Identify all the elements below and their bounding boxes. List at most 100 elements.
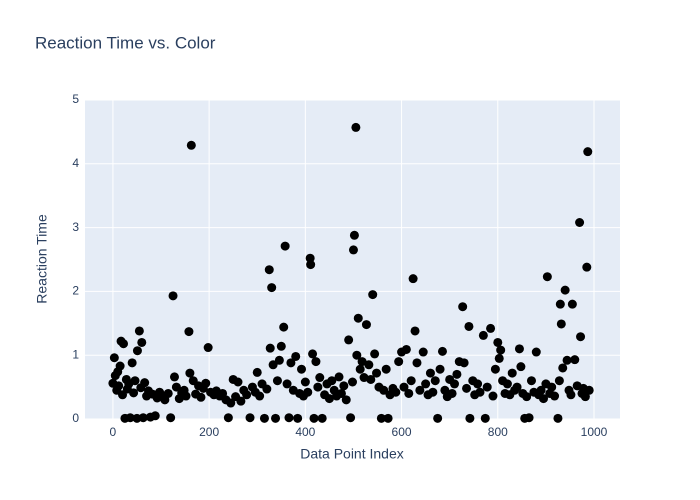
marker <box>555 299 565 309</box>
marker <box>490 364 500 374</box>
marker <box>203 343 213 353</box>
marker <box>449 379 459 389</box>
marker <box>418 347 428 357</box>
marker <box>550 391 560 401</box>
marker <box>317 413 327 423</box>
marker <box>348 377 357 387</box>
y-tick-label: 2 <box>72 284 79 298</box>
marker <box>465 413 475 423</box>
marker <box>336 388 346 398</box>
marker <box>516 362 526 372</box>
x-tick-label: 0 <box>110 425 117 439</box>
marker <box>308 349 318 359</box>
marker <box>132 346 142 356</box>
marker <box>391 387 401 397</box>
marker <box>284 413 294 423</box>
marker <box>553 413 563 423</box>
marker <box>531 347 541 357</box>
marker <box>300 377 310 387</box>
marker <box>201 378 211 388</box>
marker <box>313 382 323 392</box>
marker <box>327 376 337 386</box>
marker <box>364 360 374 370</box>
marker <box>226 398 236 408</box>
marker <box>379 385 389 395</box>
marker <box>171 382 181 392</box>
marker <box>482 382 492 392</box>
marker <box>421 379 431 389</box>
y-tick-label: 3 <box>72 220 79 234</box>
marker <box>109 353 119 363</box>
x-tick-label: 400 <box>295 425 315 439</box>
marker <box>486 323 496 333</box>
y-tick-label: 5 <box>72 92 79 106</box>
marker <box>169 372 179 382</box>
grid <box>85 99 620 420</box>
marker <box>368 290 378 300</box>
marker <box>473 379 483 389</box>
marker <box>512 382 522 392</box>
y-tick-label: 4 <box>72 156 79 170</box>
marker <box>233 377 243 387</box>
marker <box>264 265 274 275</box>
marker <box>223 413 233 423</box>
marker <box>279 322 289 332</box>
marker <box>566 390 576 400</box>
marker <box>401 344 411 354</box>
marker <box>425 368 435 378</box>
marker <box>458 302 468 312</box>
plot-area <box>85 100 620 419</box>
marker <box>353 313 363 323</box>
marker <box>394 357 404 367</box>
marker <box>303 387 313 397</box>
marker <box>196 392 206 402</box>
marker <box>309 413 319 423</box>
marker <box>464 321 474 331</box>
marker <box>526 376 536 386</box>
marker <box>267 283 277 293</box>
x-tick-label: 600 <box>392 425 412 439</box>
x-axis-title: Data Point Index <box>300 446 404 462</box>
marker <box>408 274 418 284</box>
marker <box>137 337 147 347</box>
marker <box>494 353 504 363</box>
marker <box>459 358 469 368</box>
marker <box>376 413 386 423</box>
marker <box>399 382 409 392</box>
marker <box>274 355 284 365</box>
marker <box>339 381 349 391</box>
marker <box>582 262 592 272</box>
chart-title: Reaction Time vs. Color <box>35 33 216 52</box>
marker <box>348 245 358 255</box>
marker <box>488 391 498 401</box>
marker <box>493 337 503 347</box>
marker <box>265 343 275 353</box>
x-tick-label: 200 <box>199 425 219 439</box>
marker <box>115 361 125 371</box>
marker <box>524 413 534 423</box>
marker <box>334 372 344 382</box>
marker <box>410 326 420 336</box>
marker <box>127 358 137 368</box>
marker <box>245 413 255 423</box>
marker <box>184 327 194 337</box>
marker <box>539 394 549 404</box>
marker <box>372 368 382 378</box>
marker <box>514 344 524 354</box>
marker <box>584 385 594 395</box>
marker <box>168 291 178 301</box>
marker <box>406 376 416 386</box>
marker <box>381 364 391 374</box>
marker <box>280 241 290 251</box>
marker <box>324 394 334 404</box>
marker <box>255 391 265 401</box>
marker <box>138 413 148 423</box>
marker <box>346 413 356 423</box>
marker <box>166 413 176 423</box>
marker <box>415 385 425 395</box>
marker <box>185 368 195 378</box>
y-axis-title: Reaction Time <box>34 214 50 304</box>
marker <box>129 388 139 398</box>
marker <box>452 369 462 379</box>
